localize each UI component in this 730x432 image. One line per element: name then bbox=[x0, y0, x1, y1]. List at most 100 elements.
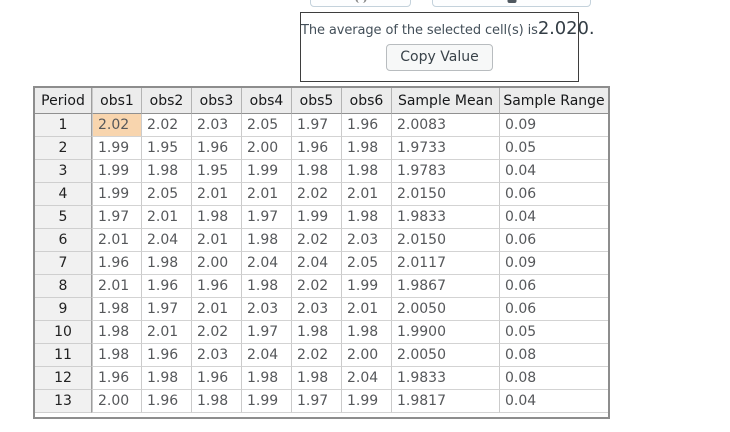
cell-obs6[interactable]: 1.96 bbox=[342, 114, 392, 137]
row-number[interactable]: 3 bbox=[35, 160, 92, 183]
top-button-right-partial[interactable] bbox=[432, 0, 591, 7]
cell-obs4[interactable]: 1.98 bbox=[242, 229, 292, 252]
cell-obs4[interactable]: 1.99 bbox=[242, 160, 292, 183]
cell-sample-mean[interactable]: 1.9833 bbox=[392, 367, 500, 390]
cell-sample-mean[interactable]: 1.9817 bbox=[392, 390, 500, 413]
cell-obs1[interactable]: 1.99 bbox=[92, 137, 142, 160]
cell-obs6[interactable]: 1.98 bbox=[342, 137, 392, 160]
cell-sample-range[interactable]: 0.09 bbox=[500, 114, 608, 137]
cell-sample-range[interactable]: 0.04 bbox=[500, 160, 608, 183]
cell-obs5[interactable]: 2.02 bbox=[292, 183, 342, 206]
row-number[interactable]: 9 bbox=[35, 298, 92, 321]
cell-obs4[interactable]: 2.03 bbox=[242, 298, 292, 321]
cell-obs3[interactable]: 1.98 bbox=[192, 390, 242, 413]
row-number[interactable]: 4 bbox=[35, 183, 92, 206]
cell-obs4[interactable]: 2.04 bbox=[242, 344, 292, 367]
cell-sample-mean[interactable]: 1.9867 bbox=[392, 275, 500, 298]
cell-obs6[interactable]: 2.04 bbox=[342, 367, 392, 390]
cell-obs1[interactable]: 1.98 bbox=[92, 344, 142, 367]
cell-obs3[interactable]: 1.96 bbox=[192, 367, 242, 390]
cell-obs4[interactable]: 1.99 bbox=[242, 390, 292, 413]
cell-obs5[interactable]: 1.99 bbox=[292, 206, 342, 229]
cell-obs2[interactable]: 1.98 bbox=[142, 252, 192, 275]
cell-sample-mean[interactable]: 2.0050 bbox=[392, 298, 500, 321]
cell-obs4[interactable]: 2.01 bbox=[242, 183, 292, 206]
row-number[interactable]: 7 bbox=[35, 252, 92, 275]
cell-obs6[interactable]: 2.01 bbox=[342, 298, 392, 321]
cell-obs3[interactable]: 1.96 bbox=[192, 275, 242, 298]
cell-sample-mean[interactable]: 2.0150 bbox=[392, 183, 500, 206]
cell-sample-range[interactable]: 0.06 bbox=[500, 298, 608, 321]
cell-obs5[interactable]: 2.03 bbox=[292, 298, 342, 321]
cell-obs3[interactable]: 2.00 bbox=[192, 252, 242, 275]
cell-obs5[interactable]: 2.02 bbox=[292, 344, 342, 367]
row-number[interactable]: 12 bbox=[35, 367, 92, 390]
cell-obs4[interactable]: 2.05 bbox=[242, 114, 292, 137]
cell-obs2[interactable]: 2.05 bbox=[142, 183, 192, 206]
cell-obs5[interactable]: 1.98 bbox=[292, 321, 342, 344]
cell-obs6[interactable]: 1.98 bbox=[342, 160, 392, 183]
row-number[interactable]: 11 bbox=[35, 344, 92, 367]
cell-obs1[interactable]: 1.99 bbox=[92, 183, 142, 206]
cell-obs5[interactable]: 1.98 bbox=[292, 367, 342, 390]
cell-obs3[interactable]: 2.01 bbox=[192, 183, 242, 206]
cell-obs5[interactable]: 1.97 bbox=[292, 114, 342, 137]
cell-sample-mean[interactable]: 1.9900 bbox=[392, 321, 500, 344]
cell-obs1[interactable]: 1.98 bbox=[92, 321, 142, 344]
cell-obs3[interactable]: 2.03 bbox=[192, 114, 242, 137]
row-number[interactable]: 2 bbox=[35, 137, 92, 160]
cell-obs3[interactable]: 2.01 bbox=[192, 298, 242, 321]
cell-obs2[interactable]: 1.98 bbox=[142, 367, 192, 390]
cell-sample-range[interactable]: 0.04 bbox=[500, 206, 608, 229]
cell-obs1[interactable]: 1.96 bbox=[92, 367, 142, 390]
cell-sample-mean[interactable]: 1.9833 bbox=[392, 206, 500, 229]
cell-obs2[interactable]: 1.96 bbox=[142, 390, 192, 413]
cell-obs1[interactable]: 1.98 bbox=[92, 298, 142, 321]
cell-sample-range[interactable]: 0.09 bbox=[500, 252, 608, 275]
cell-obs6[interactable]: 1.99 bbox=[342, 390, 392, 413]
cell-obs6[interactable]: 2.00 bbox=[342, 344, 392, 367]
row-number[interactable]: 1 bbox=[35, 114, 92, 137]
cell-sample-mean[interactable]: 2.0050 bbox=[392, 344, 500, 367]
cell-obs1[interactable]: 2.01 bbox=[92, 275, 142, 298]
cell-obs2[interactable]: 1.96 bbox=[142, 275, 192, 298]
cell-sample-mean[interactable]: 1.9783 bbox=[392, 160, 500, 183]
cell-obs2[interactable]: 2.01 bbox=[142, 206, 192, 229]
cell-obs5[interactable]: 1.98 bbox=[292, 160, 342, 183]
cell-sample-range[interactable]: 0.08 bbox=[500, 344, 608, 367]
cell-sample-range[interactable]: 0.05 bbox=[500, 321, 608, 344]
cell-obs4[interactable]: 2.00 bbox=[242, 137, 292, 160]
cell-sample-range[interactable]: 0.06 bbox=[500, 275, 608, 298]
cell-obs1[interactable]: 1.99 bbox=[92, 160, 142, 183]
cell-obs2[interactable]: 1.96 bbox=[142, 344, 192, 367]
cell-obs5[interactable]: 2.02 bbox=[292, 229, 342, 252]
cell-obs6[interactable]: 1.98 bbox=[342, 206, 392, 229]
cell-sample-range[interactable]: 0.08 bbox=[500, 367, 608, 390]
cell-sample-mean[interactable]: 2.0117 bbox=[392, 252, 500, 275]
cell-obs6[interactable]: 1.98 bbox=[342, 321, 392, 344]
row-number[interactable]: 10 bbox=[35, 321, 92, 344]
row-number[interactable]: 8 bbox=[35, 275, 92, 298]
row-number[interactable]: 13 bbox=[35, 390, 92, 413]
cell-obs2[interactable]: 2.01 bbox=[142, 321, 192, 344]
copy-value-button[interactable]: Copy Value bbox=[386, 44, 493, 71]
cell-obs5[interactable]: 1.96 bbox=[292, 137, 342, 160]
cell-obs6[interactable]: 2.05 bbox=[342, 252, 392, 275]
cell-sample-range[interactable]: 0.06 bbox=[500, 229, 608, 252]
cell-obs5[interactable]: 2.02 bbox=[292, 275, 342, 298]
cell-obs2[interactable]: 1.95 bbox=[142, 137, 192, 160]
cell-obs1[interactable]: 2.00 bbox=[92, 390, 142, 413]
cell-obs6[interactable]: 2.03 bbox=[342, 229, 392, 252]
cell-obs4[interactable]: 1.97 bbox=[242, 206, 292, 229]
cell-obs5[interactable]: 2.04 bbox=[292, 252, 342, 275]
cell-obs3[interactable]: 1.96 bbox=[192, 137, 242, 160]
cell-sample-mean[interactable]: 2.0083 bbox=[392, 114, 500, 137]
cell-obs4[interactable]: 1.98 bbox=[242, 367, 292, 390]
row-number[interactable]: 5 bbox=[35, 206, 92, 229]
cell-obs1[interactable]: 2.01 bbox=[92, 229, 142, 252]
row-number[interactable]: 6 bbox=[35, 229, 92, 252]
cell-obs3[interactable]: 1.95 bbox=[192, 160, 242, 183]
selected-cell[interactable]: 2.02 bbox=[92, 114, 142, 137]
cell-obs1[interactable]: 1.97 bbox=[92, 206, 142, 229]
cell-sample-mean[interactable]: 2.0150 bbox=[392, 229, 500, 252]
